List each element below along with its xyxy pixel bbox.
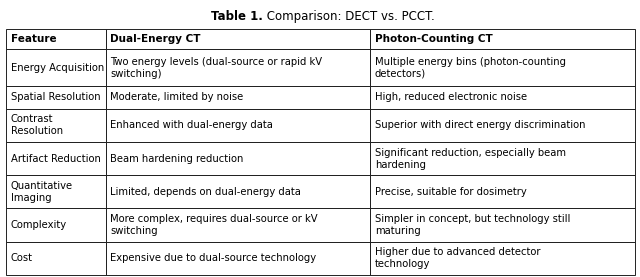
- Text: Energy Acquisition: Energy Acquisition: [11, 63, 104, 73]
- Text: Photon-Counting CT: Photon-Counting CT: [375, 34, 493, 44]
- Text: Two energy levels (dual-source or rapid kV
switching): Two energy levels (dual-source or rapid …: [110, 57, 323, 78]
- Text: Complexity: Complexity: [11, 220, 67, 230]
- Text: Feature: Feature: [11, 34, 56, 44]
- Text: Beam hardening reduction: Beam hardening reduction: [110, 154, 244, 164]
- Text: Precise, suitable for dosimetry: Precise, suitable for dosimetry: [375, 187, 527, 197]
- Text: Spatial Resolution: Spatial Resolution: [11, 92, 100, 102]
- Text: Expensive due to dual-source technology: Expensive due to dual-source technology: [110, 253, 316, 263]
- Text: Contrast
Resolution: Contrast Resolution: [11, 114, 63, 137]
- Text: Moderate, limited by noise: Moderate, limited by noise: [110, 92, 243, 102]
- Text: High, reduced electronic noise: High, reduced electronic noise: [375, 92, 527, 102]
- Text: More complex, requires dual-source or kV
switching: More complex, requires dual-source or kV…: [110, 214, 318, 236]
- Text: Quantitative
Imaging: Quantitative Imaging: [11, 181, 73, 203]
- Text: Dual-Energy CT: Dual-Energy CT: [110, 34, 201, 44]
- Text: Simpler in concept, but technology still
maturing: Simpler in concept, but technology still…: [375, 214, 570, 236]
- Text: Artifact Reduction: Artifact Reduction: [11, 154, 100, 164]
- Text: Limited, depends on dual-energy data: Limited, depends on dual-energy data: [110, 187, 301, 197]
- Text: Higher due to advanced detector
technology: Higher due to advanced detector technolo…: [375, 247, 540, 269]
- Text: Enhanced with dual-energy data: Enhanced with dual-energy data: [110, 120, 273, 130]
- Text: Cost: Cost: [11, 253, 33, 263]
- Text: Comparison: DECT vs. PCCT.: Comparison: DECT vs. PCCT.: [263, 10, 435, 23]
- Text: Table 1.: Table 1.: [211, 10, 263, 23]
- Text: Multiple energy bins (photon-counting
detectors): Multiple energy bins (photon-counting de…: [375, 57, 566, 78]
- Text: Superior with direct energy discrimination: Superior with direct energy discriminati…: [375, 120, 585, 130]
- Text: Significant reduction, especially beam
hardening: Significant reduction, especially beam h…: [375, 148, 566, 170]
